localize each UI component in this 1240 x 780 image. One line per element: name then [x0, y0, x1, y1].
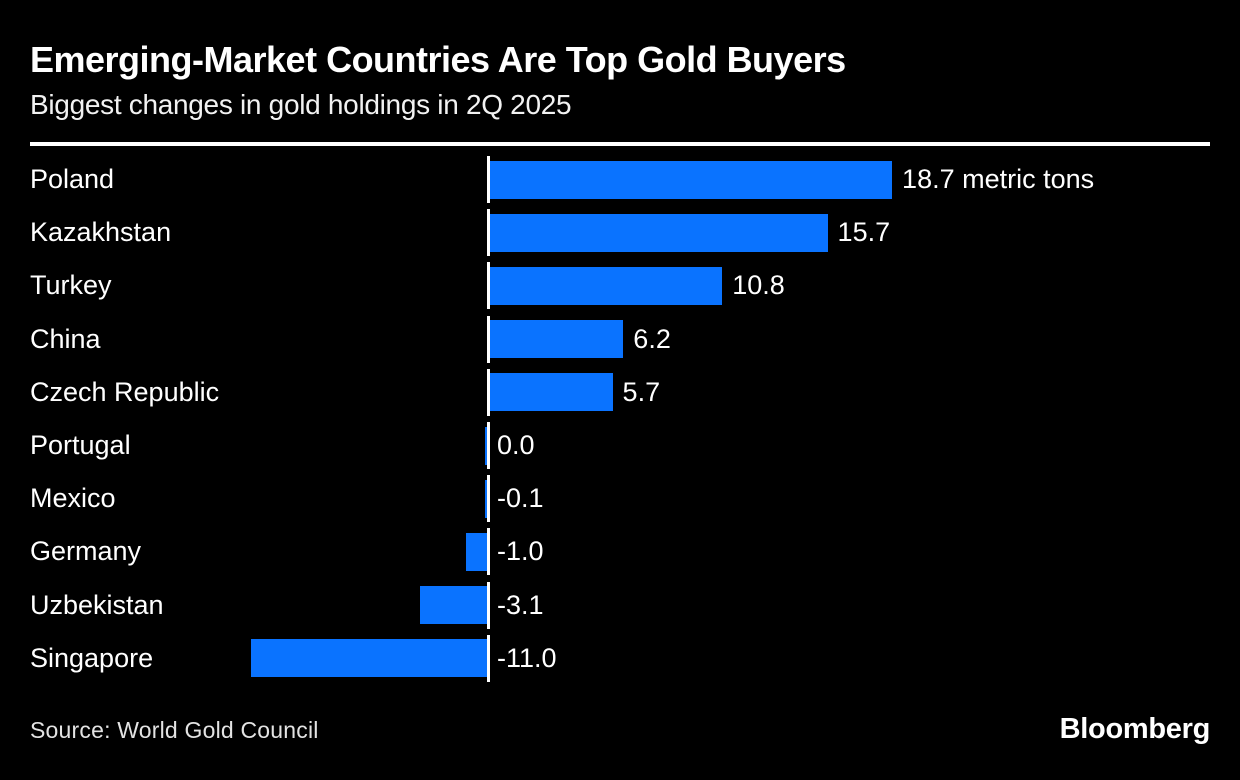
chart-row: Portugal 0.0	[30, 419, 1210, 472]
zero-baseline-tick	[487, 368, 490, 416]
bar	[250, 639, 487, 678]
category-label: Kazakhstan	[30, 217, 172, 248]
value-label: 5.7	[622, 376, 661, 407]
chart-row: Germany -1.0	[30, 525, 1210, 578]
chart-subtitle: Biggest changes in gold holdings in 2Q 2…	[30, 89, 572, 120]
value-label: -11.0	[497, 642, 557, 673]
source-note: Source: World Gold Council	[30, 717, 319, 743]
bar-chart: Poland 18.7 metric tons Kazakhstan 15.7 Turk…	[30, 153, 1210, 685]
zero-baseline-tick	[487, 421, 490, 469]
chart-row: Turkey 10.8	[30, 259, 1210, 312]
category-label: Turkey	[30, 270, 112, 301]
zero-baseline-tick	[487, 528, 490, 576]
category-label: Singapore	[30, 642, 154, 673]
category-label: Czech Republic	[30, 376, 220, 407]
category-label: China	[30, 323, 101, 354]
bar	[490, 266, 723, 305]
zero-baseline-tick	[487, 209, 490, 257]
value-label: 0.0	[497, 430, 535, 461]
category-label: Poland	[30, 164, 115, 195]
zero-baseline-tick	[487, 315, 490, 363]
value-label: -0.1	[497, 483, 544, 514]
chart-row: China 6.2	[30, 313, 1210, 366]
value-label: 15.7	[837, 217, 891, 248]
bar	[465, 532, 487, 571]
chart-footer: Source: World Gold Council Bloomberg	[30, 713, 1210, 746]
zero-baseline-tick	[487, 475, 490, 523]
category-label: Uzbekistan	[30, 589, 164, 620]
category-label: Germany	[30, 536, 142, 567]
category-label: Mexico	[30, 483, 116, 514]
bar	[420, 586, 487, 625]
chart-row: Poland 18.7 metric tons	[30, 153, 1210, 206]
zero-baseline-tick	[487, 262, 490, 310]
chart-row: Kazakhstan 15.7	[30, 206, 1210, 259]
category-label: Portugal	[30, 430, 131, 461]
bar	[484, 479, 487, 518]
chart-row: Mexico -0.1	[30, 472, 1210, 525]
value-label: -1.0	[497, 536, 544, 567]
bar	[490, 160, 893, 199]
zero-baseline-tick	[487, 581, 490, 629]
zero-baseline-tick	[487, 156, 490, 203]
bar	[490, 213, 828, 252]
value-label: 10.8	[732, 270, 785, 301]
bar	[490, 373, 613, 412]
value-label: 18.7 metric tons	[902, 164, 1095, 195]
value-label: -3.1	[497, 589, 544, 620]
bloomberg-logo: Bloomberg	[1059, 713, 1211, 745]
header-rule	[30, 142, 1210, 146]
bar	[484, 426, 487, 465]
chart-row: Uzbekistan -3.1	[30, 579, 1210, 632]
chart-row: Singapore -11.0	[30, 632, 1210, 685]
value-label: 6.2	[633, 323, 671, 354]
bar	[490, 320, 624, 359]
zero-baseline-tick	[487, 634, 490, 682]
page-title: Emerging-Market Countries Are Top Gold B…	[30, 39, 846, 80]
chart-row: Czech Republic 5.7	[30, 366, 1210, 419]
